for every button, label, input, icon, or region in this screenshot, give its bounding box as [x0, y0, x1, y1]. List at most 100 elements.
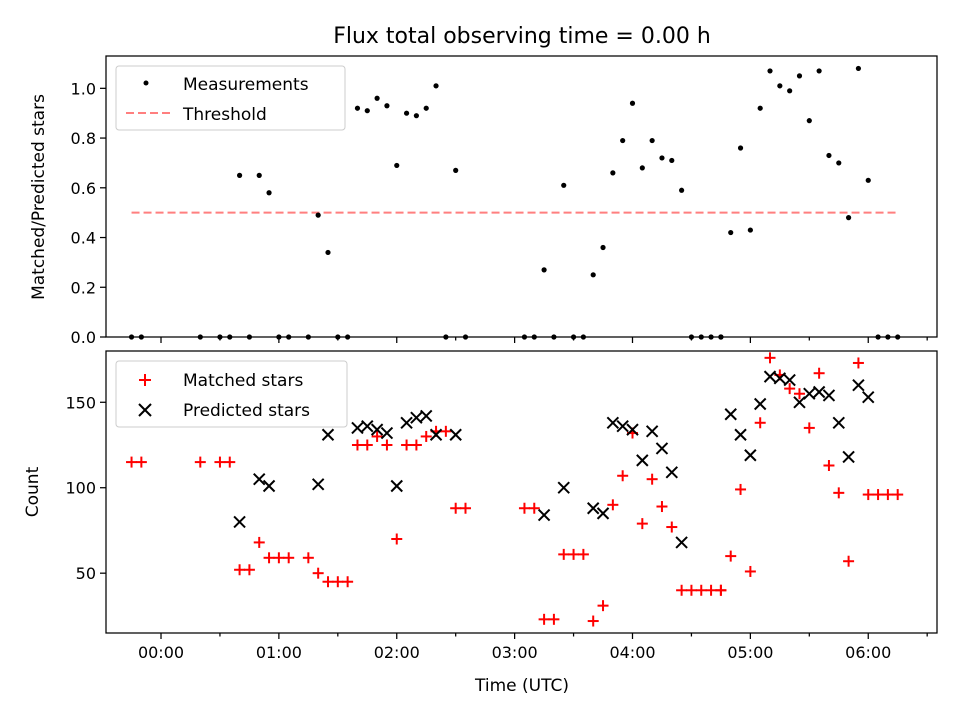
predicted-marker-b — [655, 442, 669, 455]
matched-star-point — [214, 456, 226, 468]
predicted-star-point — [586, 502, 600, 515]
predicted-marker-b — [321, 428, 335, 441]
predicted-marker-b — [842, 450, 855, 464]
matched-star-point — [243, 564, 255, 576]
predicted-marker-b — [400, 416, 413, 429]
predicted-marker-b — [380, 426, 394, 440]
predicted-star-point — [753, 397, 767, 411]
measurement-point — [354, 105, 361, 111]
matched-star-point — [194, 456, 206, 468]
predicted-marker-b — [862, 390, 875, 404]
top-plot-marks — [128, 65, 901, 340]
measurement-point — [757, 105, 763, 111]
measurement-point — [590, 272, 596, 278]
predicted-star-point — [645, 425, 659, 438]
top-y-tick-label: 0.6 — [71, 179, 96, 198]
bottom-x-axis-ticks: 00:00 01:00 02:00 03:00 04:00 05:00 06:00 — [138, 633, 928, 662]
predicted-marker-b — [361, 419, 374, 433]
predicted-marker-b — [449, 428, 462, 441]
measurement-point — [747, 227, 753, 233]
matched-star-point — [351, 439, 363, 451]
predicted-star-point — [253, 472, 266, 486]
measurement-point — [728, 229, 734, 236]
predicted-marker-b — [262, 479, 276, 493]
predicted-star-point — [370, 423, 384, 436]
bottom-y-tick-label: 150 — [65, 393, 96, 412]
predicted-star-point — [675, 536, 688, 549]
predicted-star-point — [803, 387, 816, 400]
predicted-star-point — [233, 515, 246, 529]
matched-star-point — [617, 470, 629, 482]
matched-star-point — [784, 383, 796, 395]
measurement-point — [777, 83, 783, 89]
predicted-marker-b — [311, 478, 325, 491]
predicted-marker-b — [586, 502, 600, 515]
legend-measurements-marker — [143, 80, 149, 86]
predicted-star-point — [665, 466, 678, 479]
predicted-marker-b — [763, 370, 777, 383]
matched-star-point — [371, 430, 383, 442]
predicted-marker-b — [832, 416, 845, 429]
predicted-star-point — [832, 416, 845, 429]
predicted-marker-b — [253, 472, 266, 486]
bottom-plot-marks — [126, 352, 904, 627]
bottom-legend-box — [115, 360, 348, 428]
predicted-star-point — [852, 378, 865, 392]
predicted-star-point — [262, 479, 276, 493]
top-subplot: 0.0 0.2 0.4 0.6 0.8 1.0 Matched/Predicted sta… — [29, 55, 938, 347]
top-legend: Measurements Threshold — [115, 65, 346, 131]
predicted-star-point — [783, 373, 796, 387]
matched-star-point — [273, 552, 285, 564]
legend-measurements-label: Measurements — [183, 75, 309, 95]
predicted-marker-b — [734, 428, 747, 441]
matched-star-point — [460, 502, 472, 514]
measurement-point — [855, 65, 862, 72]
bottom-y-tick-label: 50 — [76, 564, 96, 583]
matched-star-point — [577, 548, 589, 560]
matched-star-point — [420, 430, 432, 442]
matched-star-point — [833, 487, 845, 499]
measurement-point — [767, 68, 773, 74]
matched-star-point — [872, 489, 884, 501]
measurement-point — [610, 170, 616, 176]
bottom-x-tick-label: 03:00 — [492, 643, 538, 662]
measurement-point — [816, 68, 822, 74]
matched-star-point — [852, 357, 864, 369]
matched-star-point — [224, 456, 236, 468]
matched-star-point — [764, 352, 776, 364]
predicted-star-point — [361, 419, 374, 433]
measurement-point — [806, 118, 812, 124]
matched-star-point — [882, 489, 894, 501]
measurement-point — [845, 215, 852, 221]
matched-star-point — [283, 552, 295, 564]
matched-star-point — [558, 548, 570, 560]
matched-star-point — [892, 489, 904, 501]
predicted-star-point — [380, 426, 394, 440]
predicted-marker-b — [557, 481, 570, 494]
matched-star-point — [823, 460, 835, 472]
matched-star-point — [862, 489, 874, 501]
top-y-tick-label: 1.0 — [71, 79, 96, 98]
measurement-point — [826, 152, 832, 159]
predicted-marker-b — [773, 372, 787, 385]
matched-star-point — [607, 499, 619, 511]
top-x-axis-ticks — [160, 337, 928, 343]
matched-star-point — [803, 422, 815, 434]
measurement-point — [600, 244, 606, 251]
measurement-point — [423, 105, 429, 111]
predicted-star-point — [390, 479, 403, 493]
measurement-point — [236, 172, 243, 178]
measurement-point — [384, 103, 390, 109]
predicted-star-point — [537, 508, 551, 522]
predicted-star-point — [400, 416, 413, 429]
predicted-star-point — [420, 409, 433, 423]
measurement-point — [629, 100, 636, 106]
predicted-marker-b — [803, 387, 816, 400]
matched-star-point — [302, 552, 314, 564]
bottom-y-tick-label: 100 — [65, 479, 96, 498]
matched-star-point — [735, 483, 747, 495]
bottom-plot-frame — [105, 350, 938, 634]
top-y-tick-label: 0.2 — [71, 278, 96, 297]
matched-star-point — [548, 613, 560, 625]
